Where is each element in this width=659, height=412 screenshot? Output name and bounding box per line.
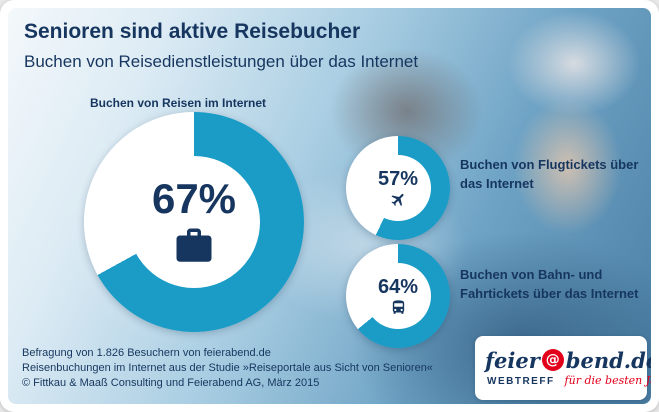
airplane-icon	[390, 193, 404, 206]
background-photo: Senioren sind aktive Reisebucher Buchen …	[8, 8, 651, 404]
footnotes: Befragung von 1.826 Besuchern von feiera…	[22, 346, 433, 391]
footnote-line-3: © Fittkau & Maaß Consulting und Feierabe…	[22, 377, 320, 389]
label-flight: Buchen von Flugtickets über das Internet	[460, 157, 639, 191]
logo-webtreff: Webtreff	[487, 376, 555, 387]
donut-main-center: 67%	[128, 156, 260, 288]
logo-text-bend: bend.de	[565, 347, 651, 373]
donut-flight-center: 57%	[365, 155, 431, 221]
logo-text-feier: feier	[485, 347, 540, 373]
donut-chart-train: 64%	[346, 244, 450, 348]
donut-train-center: 64%	[365, 263, 431, 329]
train-icon	[392, 299, 404, 314]
footnote-line-1: Befragung von 1.826 Besuchern von feiera…	[22, 347, 271, 359]
page-subtitle: Buchen von Reisedienstleistungen über da…	[24, 52, 419, 71]
suitcase-icon	[176, 228, 212, 262]
logo-subline: Webtreff für die besten Jahre	[485, 374, 651, 387]
footnote-line-2: Reisenbuchungen im Internet aus der Stud…	[22, 362, 433, 374]
donut-chart-flight: 57%	[346, 136, 450, 240]
donut-flight-value: 57%	[377, 167, 419, 190]
logo-wordmark: feier @ bend.de	[485, 347, 651, 373]
at-icon: @	[541, 349, 564, 371]
donut-main-value: 67%	[151, 174, 237, 222]
donut-chart-main: 67%	[84, 112, 304, 332]
donut-train-value: 64%	[377, 275, 419, 298]
label-train: Buchen von Bahn- und Fahrtickets über da…	[460, 267, 639, 301]
page-title: Senioren sind aktive Reisebucher	[24, 20, 361, 43]
logo-tagline: für die besten Jahre	[564, 374, 651, 387]
chart-title: Buchen von Reisen im Internet	[90, 96, 267, 110]
feierabend-logo: feier @ bend.de Webtreff für die besten …	[475, 336, 651, 400]
